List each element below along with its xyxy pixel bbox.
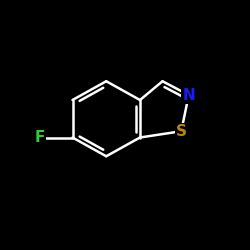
Text: N: N [182,88,195,102]
Text: F: F [35,130,45,145]
Text: S: S [176,124,187,139]
